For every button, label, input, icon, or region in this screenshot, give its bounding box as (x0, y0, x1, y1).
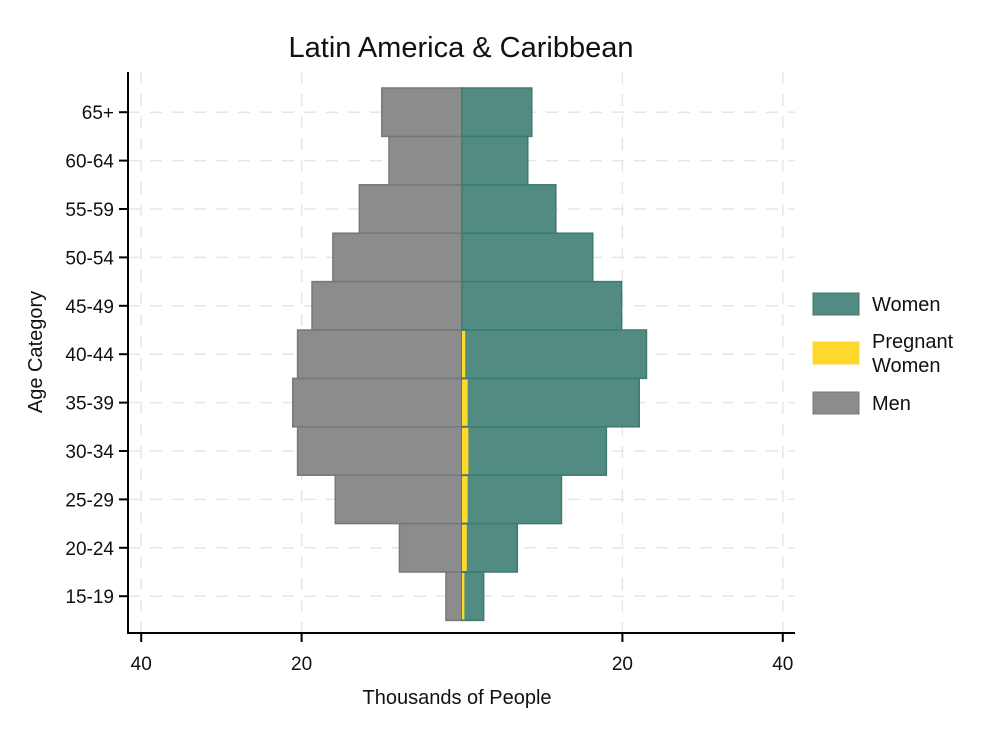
legend-swatch-men (812, 391, 860, 415)
y-tick-label-30-34: 30-34 (65, 442, 114, 463)
x-tick-label: 40 (131, 654, 152, 675)
women-bar-20-24 (461, 522, 519, 573)
pregnant-women-bar-20-24 (462, 524, 467, 571)
y-tick-label-55-59: 55-59 (65, 200, 114, 221)
y-tick-label-20-24: 20-24 (65, 539, 114, 560)
men-bar-60-64 (388, 135, 463, 186)
legend-label-pregnant: Pregnant (872, 331, 954, 353)
y-tick-label-45-49: 45-49 (65, 297, 114, 318)
pregnant-women-bar-30-34 (462, 427, 469, 475)
y-ticks: 15-19 20-24 25-29 30-34 35-39 40-44 45-49 50-54… (65, 103, 128, 608)
women-bar-50-54 (461, 232, 594, 283)
y-tick-label-65+: 65+ (82, 103, 114, 124)
men-bar-50-54 (332, 232, 463, 283)
x-tick-label: 20 (612, 654, 633, 675)
y-axis-title: Age Category (25, 291, 47, 413)
legend-swatch-women (812, 292, 860, 316)
y-tick-label-50-54: 50-54 (65, 248, 114, 269)
chart-title: Latin America & Caribbean (289, 32, 634, 64)
men-bar-30-34 (296, 426, 463, 476)
men-bar-40-44 (296, 329, 463, 380)
pregnant-women-bar-25-29 (462, 476, 468, 523)
x-axis-title: Thousands of People (362, 687, 551, 709)
pregnant-women-bar-35-39 (462, 379, 468, 426)
men-bar-65+ (381, 87, 463, 138)
legend-swatch-pregnant (812, 341, 860, 365)
x-ticks: 40 20 20 40 (131, 633, 793, 675)
women-bar-30-34 (461, 426, 608, 476)
axes-layer (127, 72, 795, 634)
women-bar-25-29 (461, 474, 563, 525)
women-bar-45-49 (461, 280, 623, 331)
legend-label-men: Men (872, 393, 911, 415)
y-tick-label-25-29: 25-29 (65, 490, 114, 511)
men-bar-55-59 (358, 184, 463, 234)
women-bar-60-64 (461, 135, 529, 186)
legend-label-women: Women (872, 294, 941, 316)
men-bar-15-19 (445, 571, 463, 622)
men-bar-45-49 (311, 280, 463, 331)
women-bar-40-44 (461, 329, 648, 380)
men-bar-20-24 (398, 522, 463, 573)
y-tick-label-40-44: 40-44 (65, 345, 114, 366)
pregnant-women-bar-40-44 (462, 331, 466, 378)
y-tick-label-60-64: 60-64 (65, 152, 114, 173)
pregnant-women-bar-15-19 (462, 573, 465, 620)
legend-label-pregnant: Women (872, 355, 941, 377)
x-tick-label: 20 (291, 654, 312, 675)
x-tick-label: 40 (772, 654, 793, 675)
women-bar-65+ (461, 87, 533, 138)
y-tick-label-15-19: 15-19 (65, 587, 114, 608)
women-bar-15-19 (461, 571, 485, 622)
women-bar-55-59 (461, 184, 557, 234)
bars-layer (292, 87, 648, 622)
men-bar-35-39 (292, 377, 463, 428)
men-bar-25-29 (334, 474, 463, 525)
women-bar-35-39 (461, 377, 640, 428)
y-tick-label-35-39: 35-39 (65, 394, 114, 415)
